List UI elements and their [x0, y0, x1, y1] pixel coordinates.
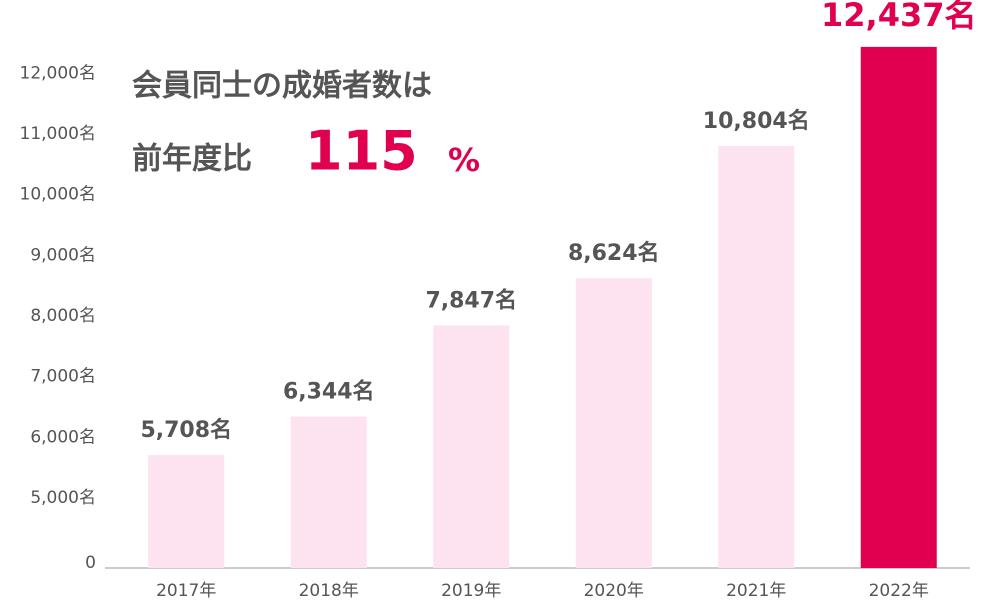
subtitle-value: 115	[305, 120, 418, 183]
value-label: 7,847名	[425, 287, 517, 313]
x-tick-label: 2019年	[441, 581, 501, 601]
y-tick-label: 11,000名	[20, 124, 96, 144]
x-tick-label: 2021年	[726, 581, 786, 601]
bar	[718, 145, 795, 568]
y-tick-label: 8,000名	[30, 306, 96, 326]
y-tick-label: 9,000名	[30, 245, 96, 265]
bar	[433, 325, 510, 568]
subtitle-prefix: 前年度比	[132, 142, 252, 177]
x-tick-label: 2018年	[299, 581, 359, 601]
bar	[148, 455, 225, 568]
bar	[575, 278, 652, 568]
y-tick-label: 12,000名	[20, 63, 96, 83]
bar	[860, 46, 937, 569]
bar	[290, 416, 367, 568]
value-label: 6,344名	[283, 378, 375, 404]
value-label: 5,708名	[140, 417, 232, 443]
chart-title: 会員同士の成婚者数は	[132, 69, 432, 104]
value-label: 12,437名	[821, 0, 977, 34]
y-tick-label: 6,000名	[30, 427, 96, 447]
subtitle-unit: %	[448, 141, 480, 179]
x-tick-label: 2022年	[869, 581, 929, 601]
value-label: 8,624名	[568, 240, 660, 266]
x-tick-label: 2020年	[584, 581, 644, 601]
x-tick-label: 2017年	[156, 581, 216, 601]
value-label: 10,804名	[703, 108, 810, 134]
y-tick-label: 0	[85, 553, 96, 573]
y-tick-label: 5,000名	[30, 488, 96, 508]
y-tick-label: 10,000名	[20, 185, 96, 205]
y-tick-label: 7,000名	[30, 367, 96, 387]
